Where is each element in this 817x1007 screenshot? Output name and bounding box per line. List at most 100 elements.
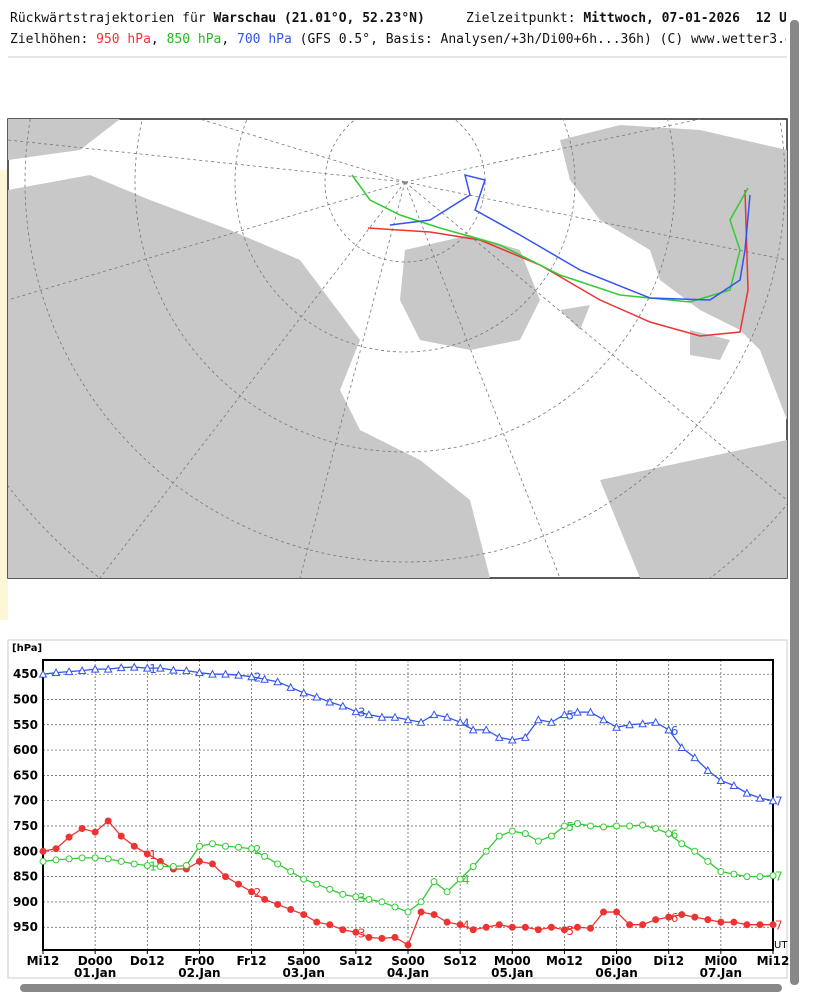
- map-land: [8, 119, 787, 578]
- point: [690, 753, 700, 762]
- vertical-scrollbar[interactable]: [790, 20, 799, 985]
- day-label: 1: [149, 848, 157, 862]
- point: [182, 861, 190, 869]
- point: [378, 934, 386, 942]
- left-strip: [0, 170, 8, 620]
- series: 1 2 3 4 5 6 7: [39, 817, 783, 949]
- point: [91, 828, 99, 836]
- point: [573, 819, 581, 827]
- point: [691, 847, 699, 855]
- point: [39, 847, 47, 855]
- point: [665, 830, 673, 838]
- point: [326, 885, 334, 893]
- day-label: 1: [149, 662, 157, 676]
- point: [742, 788, 752, 797]
- point: [339, 926, 347, 934]
- point: [352, 928, 360, 936]
- x-tick-label: Do12: [130, 954, 165, 968]
- point: [77, 666, 87, 675]
- point: [482, 923, 490, 931]
- point: [443, 918, 451, 926]
- day-label: 6: [671, 911, 679, 925]
- y-tick-label: 900: [13, 895, 38, 909]
- point: [143, 850, 151, 858]
- point: [677, 743, 687, 752]
- day-label: 3: [358, 891, 366, 905]
- point: [626, 822, 634, 830]
- point: [573, 923, 581, 931]
- day-label: 5: [566, 924, 574, 938]
- point: [443, 888, 451, 896]
- x-tick-label: Sa12: [339, 954, 372, 968]
- y-tick-label: 600: [13, 743, 38, 757]
- x-unit: UT: [774, 940, 788, 951]
- point: [143, 861, 151, 869]
- target: Zielzeitpunkt: Mittwoch, 07-01-2026 12 U…: [466, 8, 786, 29]
- map: [7, 118, 788, 579]
- point: [717, 918, 725, 926]
- point: [377, 712, 387, 721]
- point: [352, 893, 360, 901]
- point: [495, 921, 503, 929]
- point: [104, 855, 112, 863]
- point: [195, 668, 204, 677]
- x-tick-label: Sa00: [287, 954, 320, 968]
- point: [729, 780, 739, 790]
- point: [222, 842, 229, 850]
- point: [560, 926, 568, 934]
- map-graticule: [8, 119, 787, 578]
- date-label: 03.Jan: [283, 966, 325, 980]
- x-tick-label: Do00: [78, 954, 113, 968]
- point: [351, 707, 361, 716]
- point: [169, 862, 177, 870]
- day-label: 6: [671, 724, 679, 738]
- y-tick-label: 450: [13, 667, 38, 681]
- x-tick-label: Di12: [653, 954, 684, 968]
- point: [442, 712, 452, 721]
- point: [52, 856, 60, 864]
- point: [652, 825, 660, 833]
- title-prefix: Rückwärtstrajektorien für: [10, 11, 206, 26]
- point: [416, 717, 426, 726]
- point: [142, 663, 152, 672]
- copyright: (C) www.wetter3.de: [659, 32, 786, 47]
- point: [404, 908, 412, 916]
- point: [456, 875, 464, 883]
- x-tick-label: Mi00: [704, 954, 737, 968]
- point: [78, 825, 86, 833]
- header-line-1: Rückwärtstrajektorien für Warschau (21.0…: [10, 8, 786, 29]
- day-label: 5: [566, 709, 574, 723]
- point: [587, 924, 594, 932]
- point: [755, 793, 765, 802]
- point: [325, 697, 335, 706]
- point: [195, 857, 203, 865]
- x-tick-label: Fr00: [184, 954, 214, 968]
- point: [703, 765, 713, 774]
- point: [678, 911, 686, 919]
- point: [547, 832, 555, 840]
- point: [235, 843, 243, 851]
- point: [600, 908, 608, 916]
- y-tick-label: 850: [13, 870, 38, 884]
- day-label: 7: [775, 795, 783, 809]
- day-label: 3: [358, 926, 366, 940]
- y-tick-label: 500: [13, 692, 38, 706]
- x-tick-label: Mo00: [494, 954, 531, 968]
- point: [287, 868, 295, 876]
- point: [91, 854, 99, 862]
- date-label: 06.Jan: [595, 966, 637, 980]
- target-label: Zielzeitpunkt:: [466, 11, 576, 26]
- point: [364, 710, 374, 719]
- x-tick-label: Di00: [601, 954, 632, 968]
- day-label: 7: [775, 870, 783, 884]
- levels-label: Zielhöhen:: [10, 32, 89, 47]
- level-700: 700 hPa: [237, 32, 292, 47]
- horizontal-scrollbar[interactable]: [20, 984, 782, 992]
- point: [403, 715, 413, 724]
- point: [508, 827, 516, 835]
- day-label: 7: [775, 919, 783, 933]
- point: [300, 875, 308, 883]
- point: [730, 870, 738, 878]
- date-label: 05.Jan: [491, 966, 533, 980]
